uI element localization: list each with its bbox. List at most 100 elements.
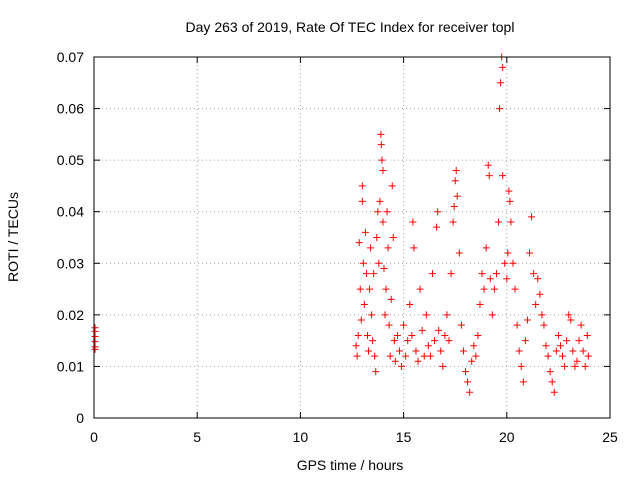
data-point: [443, 311, 451, 319]
data-point: [567, 316, 575, 324]
data-point: [523, 316, 531, 324]
data-point: [497, 79, 505, 87]
data-point: [445, 337, 453, 345]
data-point: [496, 105, 504, 113]
data-point: [418, 326, 426, 334]
y-tick-label: 0.03: [57, 255, 84, 271]
data-point: [410, 244, 418, 252]
data-point: [536, 290, 544, 298]
data-point: [449, 218, 457, 226]
x-tick-label: 15: [396, 429, 412, 445]
y-tick-label: 0.04: [57, 204, 84, 220]
data-point: [357, 316, 365, 324]
x-tick-label: 25: [602, 429, 618, 445]
data-point: [542, 342, 550, 350]
data-point: [379, 166, 387, 174]
data-point: [386, 352, 394, 360]
data-point: [390, 337, 398, 345]
data-point: [509, 259, 517, 267]
data-point: [451, 177, 459, 185]
data-point: [381, 311, 389, 319]
x-tick-label: 0: [90, 429, 98, 445]
chart-title: Day 263 of 2019, Rate Of TEC Index for r…: [186, 19, 515, 35]
data-point: [563, 337, 571, 345]
data-point: [353, 352, 361, 360]
data-point: [482, 244, 490, 252]
data-points: [91, 53, 592, 396]
data-point: [470, 342, 478, 350]
data-point: [409, 218, 417, 226]
data-point: [388, 182, 396, 190]
data-point: [356, 285, 364, 293]
data-point: [556, 342, 564, 350]
data-point: [379, 218, 387, 226]
y-axis-label: ROTI / TECUs: [5, 192, 21, 282]
data-point: [507, 218, 515, 226]
data-point: [371, 352, 379, 360]
data-point: [395, 347, 403, 355]
data-point: [393, 331, 401, 339]
y-axis-ticks: 0 0.01 0.02 0.03 0.04 0.05 0.06 0.07: [57, 49, 610, 426]
data-point: [538, 311, 546, 319]
data-point: [484, 161, 492, 169]
y-tick-label: 0.01: [57, 358, 84, 374]
data-point: [370, 270, 378, 278]
data-point: [361, 228, 369, 236]
data-point: [424, 342, 432, 350]
data-point: [501, 259, 509, 267]
data-point: [515, 347, 523, 355]
data-point: [499, 63, 507, 71]
data-point: [91, 345, 99, 353]
y-tick-label: 0.06: [57, 101, 84, 117]
data-point: [504, 249, 512, 257]
data-point: [478, 270, 486, 278]
plot-frame: [93, 56, 611, 419]
x-axis-label: GPS time / hours: [297, 457, 404, 473]
data-point: [377, 130, 385, 138]
data-point: [457, 321, 465, 329]
data-point: [526, 249, 534, 257]
data-point: [485, 172, 493, 180]
data-point: [376, 197, 384, 205]
data-point: [462, 368, 470, 376]
data-point: [492, 270, 500, 278]
data-point: [581, 362, 589, 370]
data-point: [476, 301, 484, 309]
data-point: [506, 197, 514, 205]
data-point: [452, 166, 460, 174]
data-point: [466, 388, 474, 396]
data-point: [377, 141, 385, 149]
x-tick-label: 20: [499, 429, 515, 445]
data-point: [575, 337, 583, 345]
data-point: [559, 352, 567, 360]
data-point: [513, 321, 521, 329]
data-point: [569, 347, 577, 355]
data-point: [431, 337, 439, 345]
data-point: [554, 331, 562, 339]
data-point: [511, 285, 519, 293]
data-point: [474, 331, 482, 339]
data-point: [391, 357, 399, 365]
data-point: [352, 342, 360, 350]
data-point: [571, 362, 579, 370]
data-point: [534, 275, 542, 283]
data-point: [450, 203, 458, 211]
data-point: [404, 337, 412, 345]
data-point: [577, 321, 585, 329]
data-point: [532, 301, 540, 309]
data-point: [552, 347, 560, 355]
data-point: [372, 368, 380, 376]
data-point: [435, 326, 443, 334]
data-point: [583, 331, 591, 339]
data-point: [434, 208, 442, 216]
data-point: [488, 311, 496, 319]
data-point: [495, 218, 503, 226]
data-point: [358, 197, 366, 205]
data-point: [453, 192, 461, 200]
data-point: [398, 362, 406, 370]
data-point: [519, 378, 527, 386]
data-point: [359, 259, 367, 267]
data-point: [363, 331, 371, 339]
